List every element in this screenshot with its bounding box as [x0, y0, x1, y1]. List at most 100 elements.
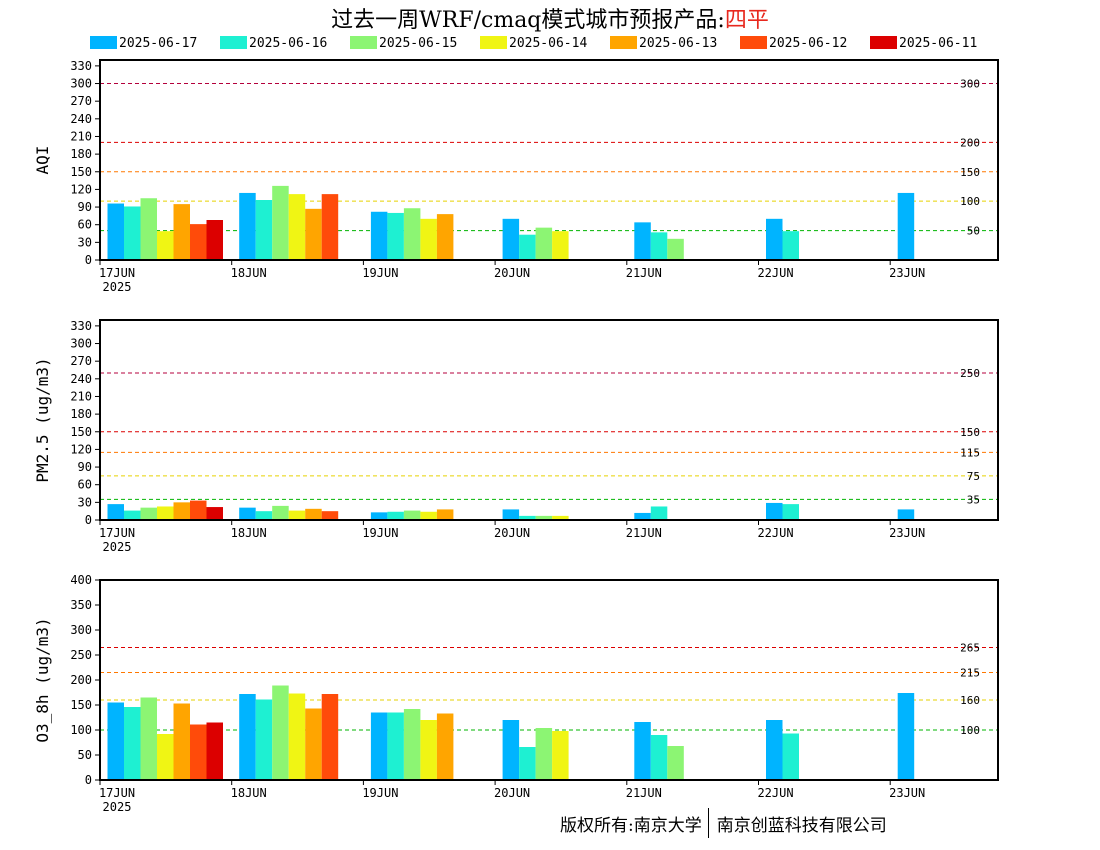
bar — [255, 511, 273, 520]
legend-item: 2025-06-14 — [480, 36, 587, 52]
x-tick-label: 18JUN — [231, 786, 267, 800]
bar — [436, 214, 454, 260]
bar — [124, 510, 141, 520]
y-tick-label: 300 — [70, 337, 92, 351]
bar — [387, 511, 404, 520]
y-tick-label: 150 — [70, 165, 92, 179]
bar — [173, 502, 190, 520]
bar — [157, 506, 174, 520]
x-tick-label: 23JUN — [889, 266, 925, 280]
y-tick-label: 210 — [70, 389, 92, 403]
bar — [650, 506, 668, 520]
bar — [157, 231, 174, 260]
bar — [190, 224, 207, 260]
bar — [272, 505, 289, 520]
bar — [436, 713, 454, 780]
bar — [897, 509, 915, 520]
y-tick-label: 50 — [78, 748, 92, 762]
bar — [239, 694, 256, 780]
y-tick-label: 0 — [85, 253, 92, 267]
x-tick-label: 17JUN — [99, 526, 135, 540]
y-tick-label: 60 — [78, 218, 92, 232]
legend-swatch — [740, 36, 767, 49]
x-tick-label: 20JUN — [494, 786, 530, 800]
legend: 2025-06-17 2025-06-16 2025-06-15 2025-06-14… — [0, 36, 1100, 52]
y-tick-label: 270 — [70, 94, 92, 108]
bar — [436, 509, 454, 520]
bar — [206, 220, 223, 260]
bar — [272, 685, 289, 780]
x-tick-label: 22JUN — [757, 526, 793, 540]
legend-swatch — [220, 36, 247, 49]
chart-title: 过去一周WRF/cmaq模式城市预报产品:四平 — [0, 2, 1100, 34]
x-tick-label: 20JUN — [494, 266, 530, 280]
bar — [502, 509, 520, 520]
threshold-label: 100 — [960, 195, 980, 208]
legend-label: 2025-06-14 — [509, 36, 588, 51]
bar — [552, 231, 569, 260]
bar — [667, 238, 684, 260]
bar — [897, 192, 915, 260]
bar — [321, 194, 339, 260]
threshold-label: 200 — [960, 136, 980, 149]
copyright: 版权所有:南京大学 南京创蓝科技有限公司 — [560, 808, 887, 838]
bar — [387, 212, 404, 260]
bar — [403, 208, 421, 260]
legend-label: 2025-06-13 — [639, 36, 718, 51]
title-prefix: 过去一周WRF/cmaq模式城市预报产品: — [331, 8, 725, 33]
bar — [140, 507, 157, 520]
legend-swatch — [350, 36, 377, 49]
bar — [403, 510, 421, 520]
x-tick-label: 19JUN — [362, 526, 398, 540]
bar — [255, 699, 273, 780]
x-tick-label: 17JUN — [99, 786, 135, 800]
bar — [206, 507, 223, 520]
bar — [782, 504, 799, 520]
copyright-right: 南京创蓝科技有限公司 — [716, 815, 887, 836]
y-tick-label: 120 — [70, 182, 92, 196]
bar — [535, 227, 553, 260]
y-tick-label: 90 — [78, 460, 92, 474]
threshold-label: 75 — [967, 470, 980, 483]
legend-swatch — [610, 36, 637, 49]
plot-frame — [99, 59, 999, 261]
y-tick-label: 30 — [78, 495, 92, 509]
threshold-label: 50 — [967, 225, 980, 238]
y-tick-label: 0 — [85, 773, 92, 787]
bar — [206, 722, 223, 780]
bar — [272, 185, 289, 260]
bar — [634, 722, 651, 780]
y-tick-label: 330 — [70, 319, 92, 333]
y-axis-label: PM2.5 (ug/m3) — [33, 357, 52, 482]
bar — [519, 747, 536, 780]
legend-label: 2025-06-11 — [899, 36, 978, 51]
bar — [667, 746, 684, 780]
y-tick-label: 300 — [70, 77, 92, 91]
y-tick-label: 240 — [70, 112, 92, 126]
bar — [321, 511, 339, 520]
legend-item: 2025-06-16 — [220, 36, 327, 52]
bar — [107, 203, 124, 260]
bar — [305, 508, 322, 520]
bar — [535, 728, 553, 780]
threshold-label: 150 — [960, 426, 980, 439]
bar — [190, 500, 207, 520]
legend-swatch — [480, 36, 507, 49]
bar — [370, 512, 388, 520]
x-tick-label: 19JUN — [362, 786, 398, 800]
x-tick-label: 21JUN — [626, 786, 662, 800]
bar — [173, 703, 190, 780]
bar — [107, 504, 124, 520]
bar — [650, 232, 668, 260]
bar — [305, 208, 322, 260]
threshold-label: 150 — [960, 166, 980, 179]
y-tick-label: 0 — [85, 513, 92, 527]
legend-item: 2025-06-11 — [870, 36, 977, 52]
y-tick-label: 300 — [70, 623, 92, 637]
x-tick-label: 19JUN — [362, 266, 398, 280]
legend-item: 2025-06-15 — [350, 36, 457, 52]
y-tick-label: 100 — [70, 723, 92, 737]
y-tick-label: 200 — [70, 673, 92, 687]
bar — [370, 712, 388, 780]
